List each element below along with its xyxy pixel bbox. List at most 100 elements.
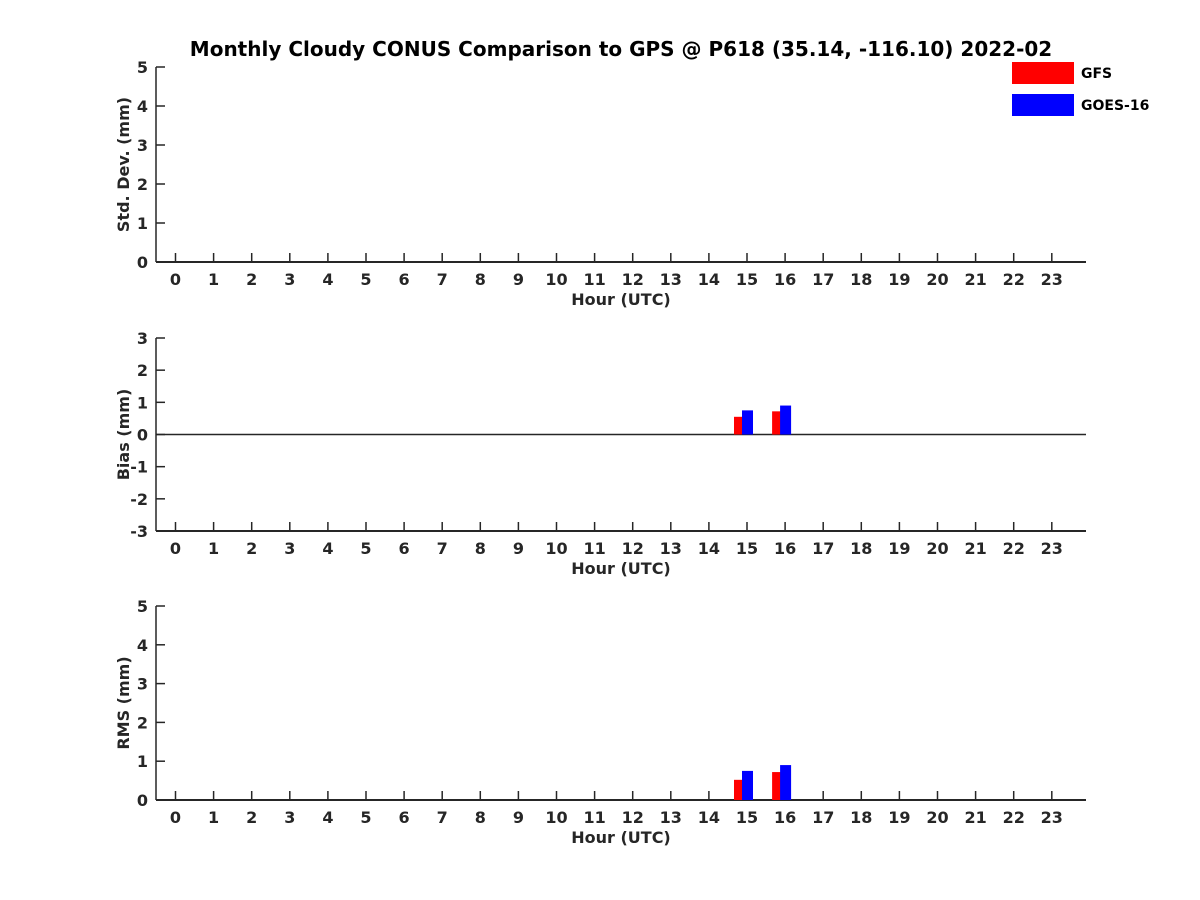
x-tick-label: 6 [399, 539, 410, 558]
x-tick-label: 17 [812, 539, 834, 558]
legend-swatch [1012, 62, 1074, 84]
x-tick-label: 5 [360, 539, 371, 558]
x-tick-label: 2 [246, 808, 257, 827]
y-tick-label: 3 [137, 675, 148, 694]
bar-gfs-hour-16 [772, 411, 784, 435]
y-tick-label: 3 [137, 136, 148, 155]
y-tick-label: 1 [137, 752, 148, 771]
x-tick-label: 18 [850, 270, 872, 289]
y-tick-label: 5 [137, 58, 148, 77]
legend: GFS GOES-16 [1012, 62, 1149, 116]
x-tick-label: 15 [736, 808, 758, 827]
x-tick-label: 19 [888, 270, 910, 289]
x-tick-label: 0 [170, 270, 181, 289]
x-tick-label: 22 [1003, 270, 1025, 289]
y-tick-label: 4 [137, 636, 148, 655]
bar-goes-16-hour-16 [780, 405, 792, 435]
y-tick-label: -1 [130, 458, 148, 477]
y-tick-label: 0 [137, 426, 148, 445]
x-tick-label: 15 [736, 270, 758, 289]
x-tick-label: 18 [850, 539, 872, 558]
bar-gfs-hour-16 [772, 772, 784, 800]
x-tick-label: 15 [736, 539, 758, 558]
bar-gfs-hour-15 [734, 779, 745, 800]
x-tick-label: 18 [850, 808, 872, 827]
x-tick-label: 2 [246, 539, 257, 558]
x-tick-label: 3 [284, 808, 295, 827]
x-tick-label: 4 [322, 539, 333, 558]
y-tick-label: 2 [137, 713, 148, 732]
y-tick-label: 2 [137, 361, 148, 380]
x-tick-label: 4 [322, 270, 333, 289]
y-axis-label: Bias (mm) [114, 389, 133, 481]
y-tick-label: 5 [137, 597, 148, 616]
x-tick-label: 11 [583, 270, 605, 289]
x-tick-label: 10 [545, 808, 567, 827]
x-tick-label: 12 [622, 270, 644, 289]
x-tick-label: 0 [170, 808, 181, 827]
x-tick-label: 12 [622, 539, 644, 558]
x-tick-label: 1 [208, 808, 219, 827]
x-axis-label: Hour (UTC) [571, 559, 671, 578]
x-tick-label: 2 [246, 270, 257, 289]
x-tick-label: 14 [698, 808, 720, 827]
legend-label: GFS [1081, 66, 1112, 82]
y-axis-label: Std. Dev. (mm) [114, 97, 133, 232]
legend-swatch [1012, 94, 1074, 116]
y-tick-label: 2 [137, 175, 148, 194]
x-tick-label: 13 [660, 539, 682, 558]
x-tick-label: 19 [888, 808, 910, 827]
x-tick-label: 23 [1041, 539, 1063, 558]
x-tick-label: 22 [1003, 539, 1025, 558]
bar-goes-16-hour-16 [780, 765, 792, 800]
bar-goes-16-hour-15 [742, 770, 753, 800]
x-tick-label: 11 [583, 808, 605, 827]
x-tick-label: 8 [475, 808, 486, 827]
y-tick-label: 1 [137, 214, 148, 233]
x-axis-label: Hour (UTC) [571, 828, 671, 847]
y-tick-label: 3 [137, 329, 148, 348]
x-tick-label: 3 [284, 539, 295, 558]
y-tick-label: 1 [137, 393, 148, 412]
x-tick-label: 10 [545, 270, 567, 289]
x-tick-label: 19 [888, 539, 910, 558]
y-tick-label: -3 [130, 522, 148, 541]
x-tick-label: 23 [1041, 270, 1063, 289]
x-tick-label: 23 [1041, 808, 1063, 827]
x-tick-label: 5 [360, 270, 371, 289]
x-tick-label: 20 [926, 808, 948, 827]
x-tick-label: 12 [622, 808, 644, 827]
x-tick-label: 16 [774, 270, 796, 289]
x-tick-label: 21 [964, 270, 986, 289]
x-tick-label: 20 [926, 270, 948, 289]
x-tick-label: 3 [284, 270, 295, 289]
x-tick-label: 1 [208, 539, 219, 558]
y-tick-label: 0 [137, 791, 148, 810]
x-tick-label: 17 [812, 270, 834, 289]
y-axis-label: RMS (mm) [114, 656, 133, 749]
x-tick-label: 16 [774, 539, 796, 558]
x-tick-label: 10 [545, 539, 567, 558]
x-tick-label: 13 [660, 270, 682, 289]
bar-goes-16-hour-15 [742, 410, 753, 435]
x-tick-label: 9 [513, 270, 524, 289]
legend-label: GOES-16 [1081, 98, 1149, 114]
bar-gfs-hour-15 [734, 416, 745, 435]
x-tick-label: 8 [475, 270, 486, 289]
x-tick-label: 0 [170, 539, 181, 558]
x-tick-label: 16 [774, 808, 796, 827]
x-tick-label: 8 [475, 539, 486, 558]
x-tick-label: 20 [926, 539, 948, 558]
x-tick-label: 22 [1003, 808, 1025, 827]
x-tick-label: 9 [513, 808, 524, 827]
x-tick-label: 6 [399, 808, 410, 827]
x-tick-label: 11 [583, 539, 605, 558]
x-tick-label: 7 [437, 808, 448, 827]
x-tick-label: 21 [964, 808, 986, 827]
x-tick-label: 4 [322, 808, 333, 827]
y-tick-label: -2 [130, 490, 148, 509]
x-tick-label: 7 [437, 270, 448, 289]
x-tick-label: 14 [698, 539, 720, 558]
